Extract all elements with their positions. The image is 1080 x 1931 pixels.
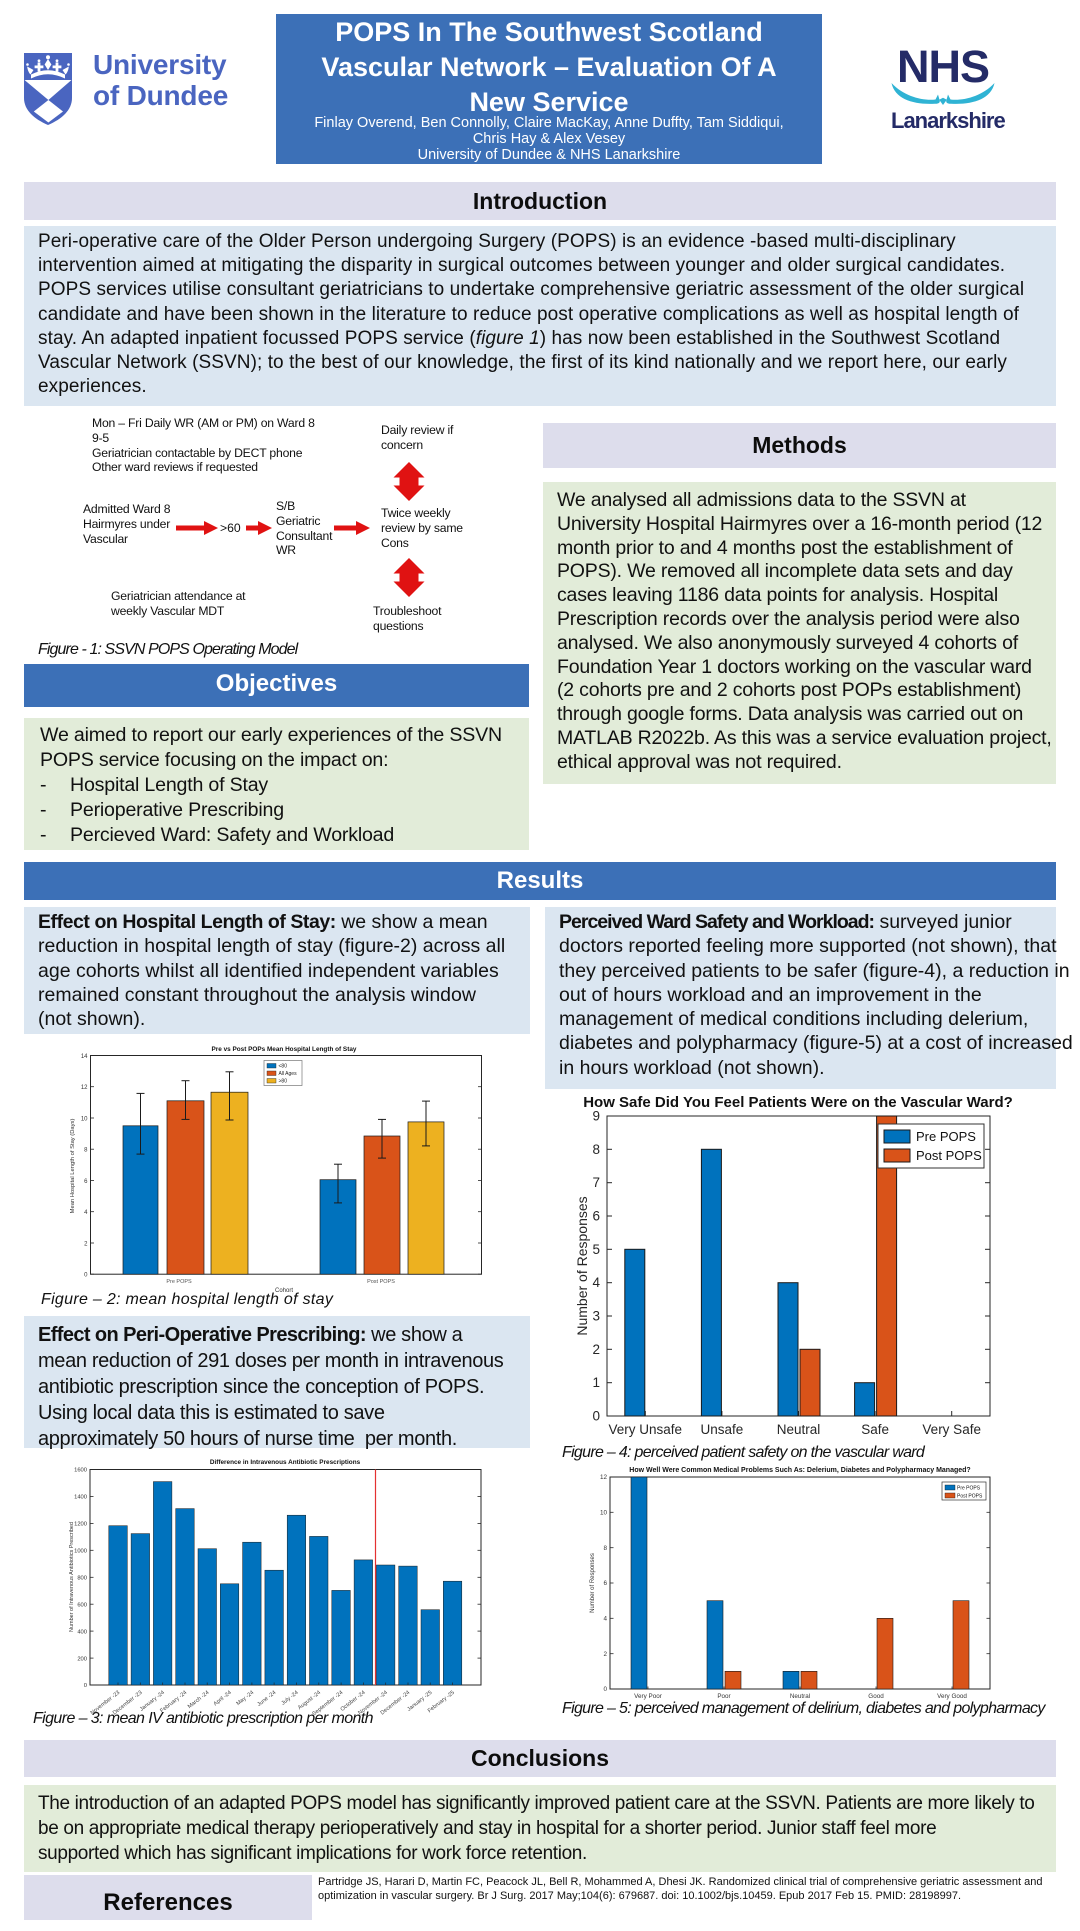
svg-text:14: 14 <box>81 1054 88 1060</box>
svg-text:10: 10 <box>600 1510 608 1517</box>
svg-text:4: 4 <box>84 1210 88 1216</box>
svg-text:8: 8 <box>84 1148 88 1154</box>
svg-text:June -24: June -24 <box>256 1690 277 1708</box>
svg-text:2: 2 <box>84 1241 88 1247</box>
svg-text:1400: 1400 <box>74 1495 87 1501</box>
svg-text:Post POPS: Post POPS <box>367 1279 395 1285</box>
svg-text:>80: >80 <box>279 1079 288 1085</box>
svg-text:12: 12 <box>600 1474 608 1481</box>
svg-text:April -24: April -24 <box>213 1690 233 1708</box>
svg-text:6: 6 <box>603 1580 607 1587</box>
svg-text:March -24: March -24 <box>187 1690 211 1710</box>
svg-text:600: 600 <box>77 1602 87 1608</box>
svg-text:12: 12 <box>81 1085 88 1091</box>
svg-text:Pre POPS: Pre POPS <box>166 1279 192 1285</box>
svg-text:6: 6 <box>592 1209 600 1224</box>
svg-text:Very Poor: Very Poor <box>634 1693 662 1700</box>
svg-text:2: 2 <box>592 1342 600 1357</box>
svg-text:How Well Were Common Medical P: How Well Were Common Medical Problems Su… <box>629 1467 970 1474</box>
svg-text:Cohort: Cohort <box>275 1288 293 1294</box>
svg-text:6: 6 <box>84 1179 88 1185</box>
svg-text:8: 8 <box>603 1545 607 1552</box>
svg-text:400: 400 <box>77 1629 87 1635</box>
svg-text:Mean Hospital Length of Stay (: Mean Hospital Length of Stay (Days) <box>70 1119 76 1214</box>
svg-text:8: 8 <box>592 1142 600 1157</box>
svg-text:Very Safe: Very Safe <box>922 1422 981 1437</box>
svg-text:0: 0 <box>84 1683 87 1689</box>
svg-text:Pre POPS: Pre POPS <box>957 1486 981 1492</box>
svg-text:Neutral: Neutral <box>790 1693 810 1700</box>
svg-text:Safe: Safe <box>861 1422 889 1437</box>
svg-text:1000: 1000 <box>74 1549 87 1555</box>
svg-text:Poor: Poor <box>717 1693 730 1700</box>
svg-text:7: 7 <box>592 1175 600 1190</box>
svg-text:Good: Good <box>868 1693 884 1700</box>
svg-text:5: 5 <box>592 1242 600 1257</box>
svg-text:3: 3 <box>592 1309 600 1324</box>
svg-text:9: 9 <box>592 1109 600 1124</box>
svg-text:4: 4 <box>592 1275 600 1290</box>
svg-text:1600: 1600 <box>74 1468 87 1474</box>
svg-text:2: 2 <box>603 1651 607 1658</box>
svg-text:0: 0 <box>603 1686 607 1693</box>
svg-text:Neutral: Neutral <box>777 1422 821 1437</box>
svg-text:Pre vs Post POPs Mean Hospital: Pre vs Post POPs Mean Hospital Length of… <box>212 1046 357 1053</box>
svg-text:July -24: July -24 <box>280 1690 299 1707</box>
svg-text:Very Good: Very Good <box>937 1693 967 1700</box>
svg-text:Pre POPS: Pre POPS <box>916 1129 976 1144</box>
svg-text:Post POPS: Post POPS <box>957 1494 983 1500</box>
svg-text:How Safe Did You Feel Patients: How Safe Did You Feel Patients Were on t… <box>583 1094 1013 1111</box>
svg-text:<80: <80 <box>279 1064 288 1070</box>
svg-text:800: 800 <box>77 1576 87 1582</box>
svg-text:Unsafe: Unsafe <box>701 1422 744 1437</box>
svg-text:Very Unsafe: Very Unsafe <box>609 1422 683 1437</box>
svg-text:Number of Responses: Number of Responses <box>574 1196 590 1335</box>
svg-text:0: 0 <box>592 1409 600 1424</box>
svg-text:Number of Responses: Number of Responses <box>590 1553 596 1613</box>
svg-text:4: 4 <box>603 1616 607 1623</box>
svg-text:All Ages: All Ages <box>279 1071 298 1077</box>
svg-text:Difference in Intravenous Anti: Difference in Intravenous Antibiotic Pre… <box>210 1459 361 1466</box>
svg-text:200: 200 <box>77 1656 87 1662</box>
svg-text:Post POPS: Post POPS <box>916 1148 982 1163</box>
svg-text:1200: 1200 <box>74 1522 87 1528</box>
svg-text:10: 10 <box>81 1116 88 1122</box>
svg-text:Number of Intravenous Antibiot: Number of Intravenous Antibiotics Prescr… <box>69 1522 75 1632</box>
svg-text:0: 0 <box>84 1273 88 1279</box>
svg-text:1: 1 <box>592 1375 600 1390</box>
svg-text:May -24: May -24 <box>236 1690 256 1707</box>
